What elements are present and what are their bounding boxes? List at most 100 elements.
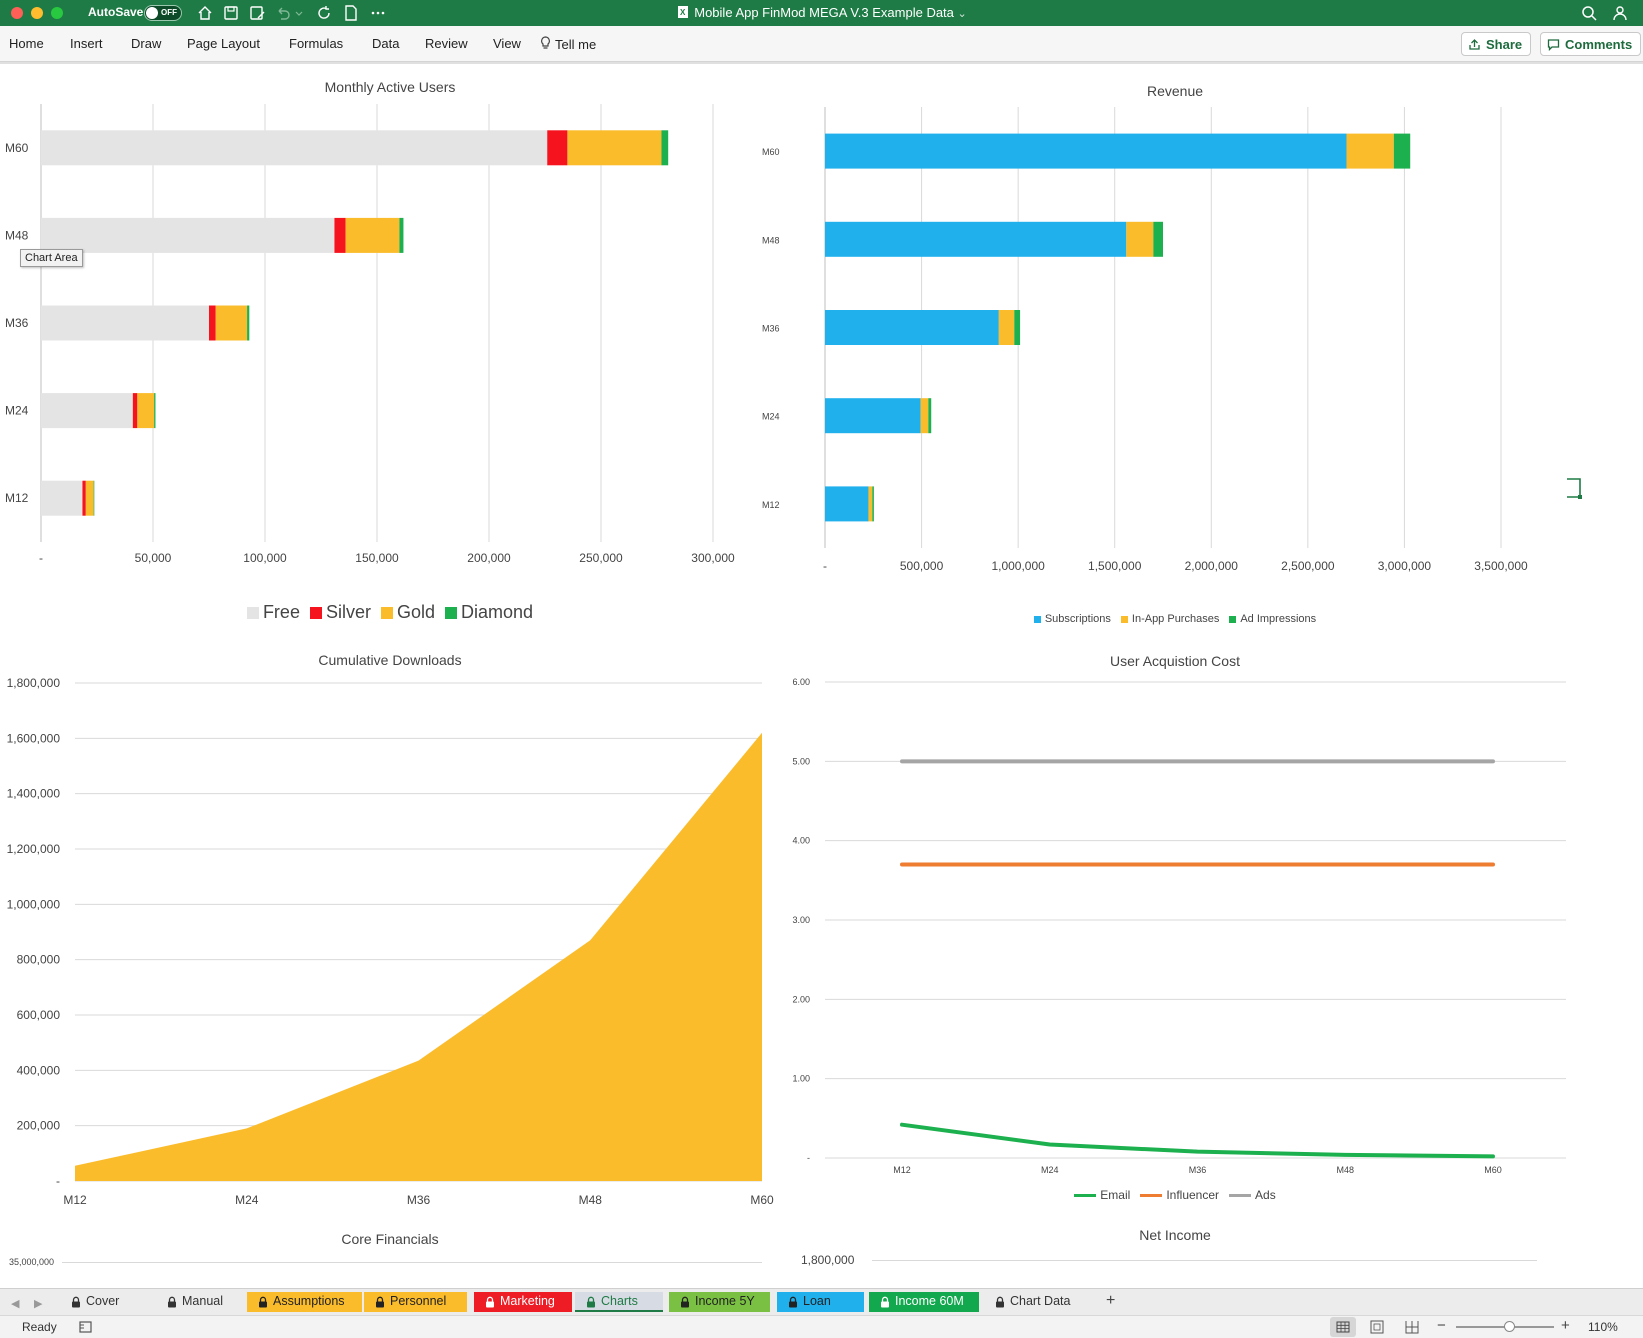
y-tick-label: 1,000,000 <box>7 897 61 911</box>
undo-dropdown-icon[interactable] <box>294 4 304 22</box>
sheet-tab-charts[interactable]: Charts <box>575 1292 663 1312</box>
y-tick-label: 1.00 <box>792 1074 810 1084</box>
category-label: M48 <box>762 235 780 245</box>
autosave-label: AutoSave <box>88 5 144 19</box>
tab-insert[interactable]: Insert <box>70 36 103 51</box>
legend-swatch <box>1229 1193 1252 1197</box>
status-bar: Ready − + 110% <box>0 1315 1643 1338</box>
x-tick-label: 2,000,000 <box>1185 559 1239 573</box>
chart-revenue[interactable]: Revenue - 500,000 1,000,000 1,500,000 2,000,… <box>762 70 1570 630</box>
y-tick-label: 1,800,000 <box>7 676 61 690</box>
tab-review[interactable]: Review <box>425 36 468 51</box>
sheet-tab-loan[interactable]: Loan <box>777 1292 864 1312</box>
legend-swatch <box>1140 1193 1163 1197</box>
category-label: M36 <box>5 316 29 330</box>
tab-draw[interactable]: Draw <box>131 36 162 51</box>
scroll-tabs-left-icon[interactable]: ◀ <box>11 1298 20 1310</box>
uac-legend[interactable]: Email Influencer Ads <box>780 1188 1570 1202</box>
legend-item[interactable]: Ad Impressions <box>1229 613 1316 625</box>
legend-item[interactable]: Influencer <box>1140 1188 1219 1202</box>
tab-view[interactable]: View <box>493 36 521 51</box>
svg-text:X: X <box>680 8 686 17</box>
tell-me-search[interactable]: Tell me <box>540 36 596 52</box>
bar-segment-diamond <box>661 130 669 166</box>
normal-view-icon <box>1336 1321 1350 1333</box>
legend-item[interactable]: Gold <box>380 602 435 623</box>
add-sheet-button[interactable]: + <box>1106 1292 1116 1309</box>
tab-home[interactable]: Home <box>9 36 44 51</box>
bar-segment-gold <box>567 130 662 166</box>
sheet-tab-chart-data[interactable]: Chart Data <box>984 1292 1092 1312</box>
sheet-tab-assumptions[interactable]: Assumptions <box>247 1292 362 1312</box>
mau-legend[interactable]: Free Silver Gold Diamond <box>0 602 780 623</box>
legend-item[interactable]: Subscriptions <box>1033 613 1111 625</box>
save-icon[interactable] <box>222 4 240 22</box>
search-icon[interactable] <box>1580 4 1598 22</box>
lock-icon <box>587 1296 595 1308</box>
macro-record-icon[interactable] <box>78 1320 94 1334</box>
x-tick-label: 200,000 <box>467 551 511 565</box>
chart-core-financials[interactable]: Core Financials 35,000,000 <box>0 1225 780 1285</box>
zoom-out-button[interactable]: − <box>1437 1317 1446 1334</box>
selection-handle-icon[interactable] <box>1566 478 1586 500</box>
chart-cumulative-downloads[interactable]: Cumulative Downloads - 200,000 400,000 600,… <box>0 640 780 1210</box>
account-icon[interactable] <box>1612 4 1630 22</box>
sheet-tab-label: Chart Data <box>1010 1294 1071 1308</box>
x-tick-label: M36 <box>407 1193 431 1207</box>
close-window-button[interactable] <box>11 7 23 19</box>
lock-icon <box>881 1296 889 1308</box>
tab-data[interactable]: Data <box>372 36 400 51</box>
sheet-tab-manual[interactable]: Manual <box>156 1292 239 1312</box>
sheet-tab-cover[interactable]: Cover <box>60 1292 148 1312</box>
sheet-tab-income-5y[interactable]: Income 5Y <box>669 1292 770 1312</box>
title-chevron-icon[interactable]: ⌄ <box>957 8 967 20</box>
legend-item[interactable]: Free <box>246 602 300 623</box>
legend-item[interactable]: Ads <box>1229 1188 1276 1202</box>
home-icon[interactable] <box>196 4 214 22</box>
lock-icon <box>681 1296 689 1308</box>
minimize-window-button[interactable] <box>31 7 43 19</box>
page-layout-view-icon[interactable] <box>1369 1320 1385 1334</box>
redo-icon[interactable] <box>315 4 333 22</box>
normal-view-button[interactable] <box>1330 1317 1356 1337</box>
chart-title: Core Financials <box>341 1231 439 1247</box>
chart-monthly-active-users[interactable]: Monthly Active Users - 50,000 100,000 150,0… <box>0 70 780 630</box>
undo-icon[interactable] <box>274 4 292 22</box>
comments-button[interactable]: Comments <box>1540 32 1642 56</box>
legend-item[interactable]: Silver <box>309 602 371 623</box>
y-tick-label: 400,000 <box>17 1063 61 1077</box>
y-tick-label: 200,000 <box>17 1119 61 1133</box>
document-title: X Mobile App FinMod MEGA V.3 Example Data… <box>0 5 1643 20</box>
legend-item[interactable]: In-App Purchases <box>1120 613 1219 625</box>
save-as-icon[interactable] <box>248 4 266 22</box>
share-button[interactable]: Share <box>1461 32 1532 56</box>
zoom-slider[interactable] <box>1456 1321 1554 1332</box>
comment-icon <box>1547 39 1560 51</box>
chart-user-acquisition-cost[interactable]: User Acquistion Cost - 1.00 2.00 3.00 4.00 5.… <box>780 640 1570 1210</box>
chart-net-income[interactable]: Net Income 1,800,000 <box>780 1225 1570 1285</box>
zoom-slider-knob[interactable] <box>1503 1321 1515 1332</box>
autosave-state: OFF <box>161 8 177 17</box>
tab-page-layout[interactable]: Page Layout <box>187 36 261 51</box>
legend-swatch <box>1120 615 1128 623</box>
revenue-legend[interactable]: Subscriptions In-App Purchases Ad Impressi… <box>780 613 1570 625</box>
status-ready: Ready <box>22 1320 57 1334</box>
zoom-window-button[interactable] <box>51 7 63 19</box>
sheet-tab-label: Cover <box>86 1294 120 1308</box>
zoom-in-button[interactable]: + <box>1561 1317 1570 1334</box>
page-break-view-icon[interactable] <box>1404 1320 1420 1334</box>
bar-segment-gold <box>345 217 400 253</box>
autosave-toggle[interactable]: OFF <box>144 5 182 21</box>
sheet-tab-personnel[interactable]: Personnel <box>364 1292 467 1312</box>
y-tick-label: 3.00 <box>792 915 810 925</box>
legend-swatch <box>380 606 393 619</box>
sheet-tab-income-60m[interactable]: Income 60M <box>869 1292 979 1312</box>
tab-formulas[interactable]: Formulas <box>289 36 344 51</box>
sheet-tab-marketing[interactable]: Marketing <box>474 1292 572 1312</box>
legend-item[interactable]: Diamond <box>445 602 533 623</box>
zoom-level[interactable]: 110% <box>1588 1320 1618 1334</box>
more-options-icon[interactable] <box>369 4 387 22</box>
new-document-icon[interactable] <box>342 4 360 22</box>
scroll-tabs-right-icon[interactable]: ▶ <box>34 1298 43 1310</box>
legend-item[interactable]: Email <box>1074 1188 1130 1202</box>
